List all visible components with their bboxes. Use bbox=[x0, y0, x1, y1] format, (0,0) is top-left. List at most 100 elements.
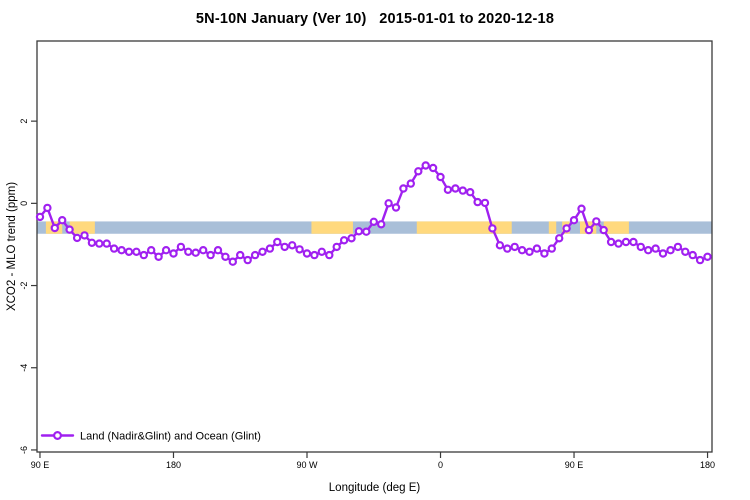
data-point bbox=[562, 224, 571, 233]
y-tick-label: 2 bbox=[19, 119, 29, 124]
x-tick-label: 0 bbox=[438, 460, 443, 470]
data-point bbox=[191, 248, 200, 257]
x-tick-label: 180 bbox=[166, 460, 181, 470]
y-tick-label: -4 bbox=[19, 364, 29, 372]
data-point bbox=[540, 249, 549, 258]
data-point bbox=[50, 223, 60, 233]
data-point bbox=[139, 250, 148, 260]
data-point bbox=[124, 247, 134, 256]
data-point bbox=[673, 242, 683, 252]
data-point bbox=[243, 255, 252, 265]
data-point bbox=[547, 244, 557, 253]
data-point bbox=[621, 237, 631, 247]
land-segment bbox=[603, 221, 629, 234]
plot-frame bbox=[36, 40, 713, 453]
data-point bbox=[288, 241, 297, 250]
data-point bbox=[102, 239, 111, 248]
data-point bbox=[295, 245, 304, 254]
data-point bbox=[354, 227, 364, 236]
data-point bbox=[198, 245, 208, 255]
data-point bbox=[117, 245, 126, 255]
data-point bbox=[421, 161, 430, 170]
data-point bbox=[265, 244, 275, 253]
chart-title: 5N-10N January (Ver 10) 2015-01-01 to 20… bbox=[195, 11, 555, 27]
data-point bbox=[458, 186, 467, 195]
data-point bbox=[310, 250, 319, 260]
data-point bbox=[466, 187, 475, 197]
land-segment bbox=[416, 221, 512, 234]
data-point bbox=[213, 245, 223, 255]
data-point bbox=[280, 242, 289, 252]
data-point bbox=[235, 250, 245, 260]
data-point bbox=[169, 249, 178, 258]
data-point bbox=[703, 252, 712, 261]
data-point bbox=[569, 215, 579, 225]
data-point bbox=[206, 250, 215, 260]
data-point bbox=[332, 242, 341, 252]
data-point bbox=[473, 197, 482, 207]
x-axis-title: Longitude (deg E) bbox=[329, 482, 421, 494]
data-point bbox=[250, 250, 260, 260]
data-point bbox=[658, 249, 668, 258]
data-point bbox=[636, 242, 646, 252]
data-point bbox=[65, 225, 74, 234]
data-point bbox=[184, 247, 193, 256]
data-point bbox=[436, 172, 445, 182]
data-point bbox=[58, 215, 67, 225]
data-point bbox=[532, 244, 542, 253]
data-point bbox=[695, 255, 705, 265]
data-point bbox=[221, 252, 230, 261]
data-point bbox=[681, 247, 690, 256]
data-point bbox=[406, 179, 415, 188]
data-point bbox=[132, 247, 141, 256]
ocean-band bbox=[37, 221, 712, 234]
data-point bbox=[161, 245, 171, 255]
data-point bbox=[592, 217, 601, 226]
data-point bbox=[325, 250, 334, 260]
data-point bbox=[154, 252, 163, 261]
data-point bbox=[362, 227, 371, 236]
data-point bbox=[651, 244, 660, 253]
land-segment bbox=[548, 221, 557, 234]
y-tick-label: 0 bbox=[19, 201, 29, 206]
legend-marker bbox=[52, 431, 62, 441]
data-point bbox=[495, 241, 505, 250]
data-point bbox=[517, 245, 527, 255]
data-point bbox=[428, 163, 438, 173]
data-point bbox=[399, 184, 408, 193]
data-point bbox=[599, 225, 608, 235]
data-point bbox=[614, 239, 623, 248]
data-point bbox=[80, 231, 89, 240]
data-point bbox=[606, 237, 616, 247]
data-point bbox=[369, 217, 378, 226]
data-point bbox=[451, 184, 460, 193]
x-tick-label: 90 W bbox=[296, 460, 318, 470]
data-point bbox=[43, 203, 52, 213]
data-point bbox=[555, 234, 564, 243]
data-line bbox=[38, 164, 709, 263]
data-point bbox=[87, 238, 97, 247]
data-point bbox=[72, 233, 82, 243]
data-point bbox=[146, 245, 156, 255]
data-point bbox=[109, 244, 119, 253]
data-point bbox=[95, 239, 104, 248]
data-point bbox=[339, 236, 349, 245]
data-point bbox=[273, 237, 282, 247]
data-point bbox=[525, 247, 534, 256]
data-point bbox=[510, 242, 519, 252]
data-point bbox=[35, 212, 45, 222]
data-point bbox=[377, 220, 386, 229]
data-point bbox=[688, 250, 697, 260]
land-segment bbox=[69, 221, 95, 234]
y-tick-label: -2 bbox=[19, 282, 29, 290]
data-point bbox=[347, 234, 356, 243]
data-point bbox=[584, 225, 594, 235]
data-point bbox=[384, 199, 393, 208]
legend-label: Land (Nadir&Glint) and Ocean (Glint) bbox=[80, 431, 261, 443]
data-point bbox=[302, 249, 312, 258]
data-point bbox=[228, 257, 237, 266]
y-tick-label: -6 bbox=[19, 446, 29, 454]
data-point bbox=[258, 247, 267, 256]
